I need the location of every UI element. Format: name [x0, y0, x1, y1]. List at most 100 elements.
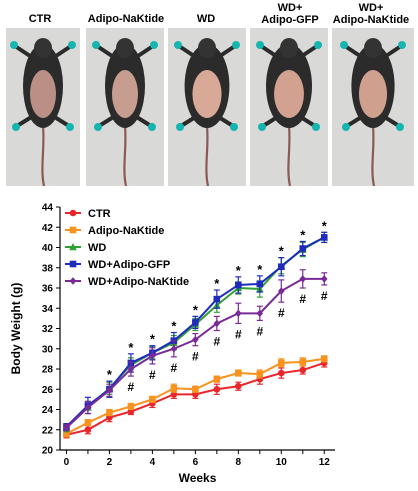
mouse-photo-adipo-naktide — [86, 28, 164, 186]
x-tick-label: 6 — [193, 457, 199, 468]
significance-star: * — [322, 218, 328, 233]
photo-labels: CTR Adipo-NaKtide WD WD+ Adipo-GFP WD+ A… — [0, 2, 418, 36]
photo-label-wd: WD — [196, 13, 216, 25]
series-wd-adipo-naktide — [63, 269, 328, 432]
data-point — [277, 369, 285, 377]
series-ctr — [63, 358, 328, 439]
legend: CTR Adipo-NaKtide WD WD+Adipo-GFP WD+Adipo-N… — [65, 208, 189, 288]
data-point — [63, 423, 70, 432]
data-point — [320, 275, 328, 283]
significance-star: * — [236, 263, 242, 278]
significance-star: * — [150, 332, 156, 347]
data-point — [170, 344, 178, 353]
x-tick-label: 10 — [276, 457, 288, 468]
mouse-illustration — [10, 38, 76, 186]
y-tick-label: 44 — [42, 203, 54, 214]
x-tick-label: 2 — [107, 457, 113, 468]
significance-hash: # — [256, 324, 263, 338]
data-point — [106, 386, 113, 395]
x-tick-label: 8 — [236, 457, 242, 468]
legend-marker — [69, 243, 77, 251]
data-point — [192, 385, 199, 393]
data-point — [149, 352, 156, 360]
data-point — [235, 309, 242, 318]
significance-hash: # — [235, 327, 242, 341]
photo-label-ctr: CTR — [28, 13, 52, 25]
legend-marker — [69, 226, 77, 234]
mouse-photo-wd-adipo-naktide — [332, 28, 414, 186]
y-tick-label: 42 — [42, 223, 54, 234]
data-point — [299, 358, 307, 366]
legend-label: CTR — [88, 208, 111, 220]
data-point — [256, 375, 264, 383]
x-tick-label: 12 — [319, 457, 331, 468]
data-point — [84, 403, 92, 412]
legend-marker — [69, 260, 77, 268]
y-tick-label: 34 — [42, 304, 54, 315]
legend-marker — [69, 277, 77, 285]
legend-label: Adipo-NaKtide — [88, 225, 164, 237]
data-point — [84, 426, 92, 434]
data-point — [277, 359, 285, 367]
mouse-photo-ctr — [6, 28, 80, 186]
mouse-illustration — [256, 38, 322, 186]
series-adipo-naktide — [63, 355, 328, 438]
y-tick-label: 32 — [42, 324, 54, 335]
mouse-photos — [6, 28, 414, 186]
data-point — [63, 430, 70, 438]
data-point — [213, 295, 221, 303]
data-point — [192, 319, 199, 326]
x-tick-label: 4 — [150, 457, 156, 468]
significance-hash: # — [278, 306, 285, 320]
data-point — [235, 281, 242, 289]
y-tick-label: 36 — [42, 284, 54, 295]
y-tick-label: 20 — [42, 446, 54, 457]
data-point — [213, 319, 221, 328]
y-tick-label: 30 — [42, 344, 54, 355]
data-point — [256, 370, 264, 378]
y-tick-label: 28 — [42, 365, 54, 376]
significance-star: * — [257, 262, 263, 277]
legend-label: WD+Adipo-NaKtide — [88, 276, 189, 288]
data-point — [127, 403, 135, 410]
significance-hash: # — [299, 292, 306, 306]
x-axis-label: Weeks — [179, 471, 217, 485]
significance-hash: # — [171, 361, 178, 375]
significance-star: * — [128, 340, 134, 355]
mouse-illustration — [340, 38, 406, 186]
significance-star: * — [300, 227, 306, 242]
data-point — [149, 396, 156, 403]
data-point — [235, 369, 242, 377]
data-point — [127, 365, 135, 373]
data-point — [84, 419, 92, 426]
significance-star: * — [171, 319, 177, 334]
significance-star: * — [107, 367, 113, 382]
significance-star: * — [214, 276, 220, 291]
significance-hash: # — [213, 335, 220, 349]
mouse-photo-wd-adipo-gfp — [250, 28, 328, 186]
data-point — [213, 385, 221, 393]
data-point — [192, 335, 199, 344]
legend-marker — [69, 209, 77, 217]
y-tick-label: 24 — [42, 405, 54, 416]
significance-star: * — [193, 302, 199, 317]
mouse-illustration — [174, 38, 240, 186]
mouse-illustration — [92, 38, 158, 186]
data-point — [299, 366, 307, 374]
legend-label: WD+Adipo-GFP — [88, 259, 170, 271]
significance-hash: # — [321, 289, 328, 303]
data-point — [213, 375, 221, 383]
data-point — [320, 234, 328, 241]
data-point — [299, 245, 307, 252]
data-point — [277, 263, 285, 271]
significance-star: * — [279, 244, 285, 259]
y-axis-label: Body Weight (g) — [9, 283, 23, 375]
photo-label-wd-adipo-gfp: WD+ Adipo-GFP — [261, 2, 319, 26]
data-point — [256, 309, 264, 318]
photo-label-adipo-naktide: Adipo-NaKtide — [87, 13, 165, 25]
data-point — [277, 287, 285, 295]
data-point — [320, 355, 328, 363]
data-point — [106, 409, 113, 416]
